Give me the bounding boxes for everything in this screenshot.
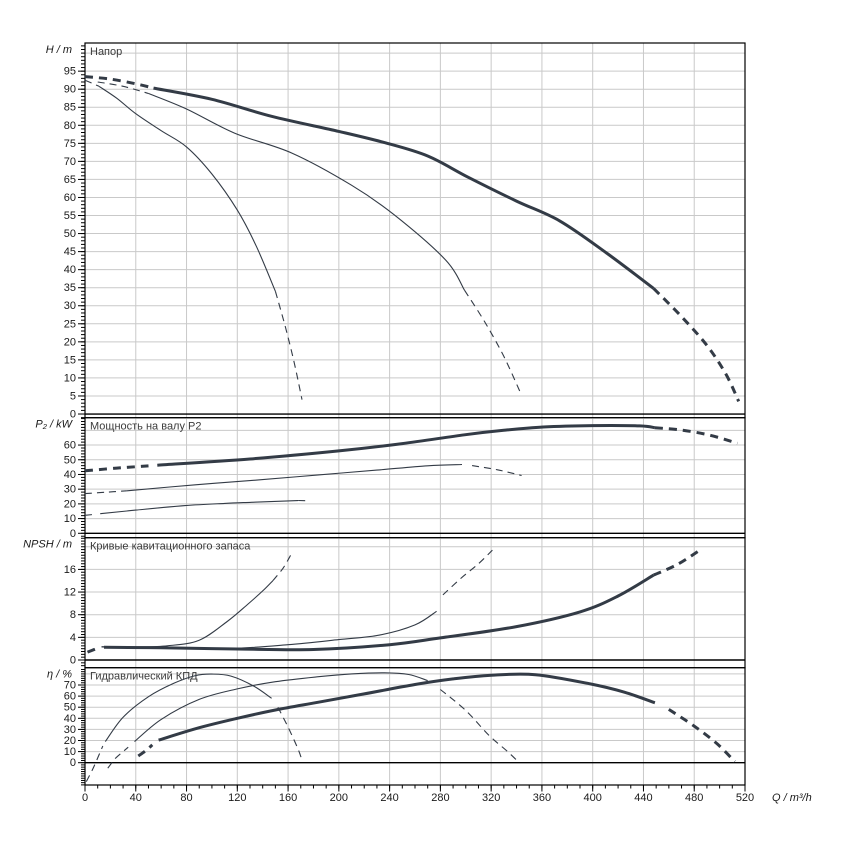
curve-middle-solid	[134, 672, 428, 743]
y-tick-label: 0	[70, 528, 76, 540]
x-tick-label: 40	[130, 792, 142, 804]
y-tick-label: 8	[70, 609, 76, 621]
y-tick-label: 15	[64, 354, 76, 366]
x-tick-label: 320	[482, 792, 500, 804]
curve-large-selected-dashed	[667, 708, 736, 763]
curve-middle-solid	[148, 92, 465, 291]
x-tick-label: 160	[279, 792, 297, 804]
x-tick-label: 400	[584, 792, 602, 804]
curve-small-dashed	[84, 513, 96, 516]
x-tick-label: 200	[330, 792, 348, 804]
curve-large-selected-solid	[157, 424, 656, 467]
curve-middle-dashed	[97, 81, 149, 95]
curve-large-selected-solid	[158, 672, 656, 742]
x-tick-label: 480	[685, 792, 703, 804]
y-tick-label: 25	[64, 318, 76, 330]
y-tick-label: 12	[64, 587, 76, 599]
y-tick-label: 60	[64, 192, 76, 204]
x-tick-label: 240	[380, 792, 398, 804]
y-tick-label: 30	[64, 724, 76, 736]
y-tick-label: 50	[64, 228, 76, 240]
y-tick-label: 10	[64, 513, 76, 525]
y-tick-label: 70	[64, 156, 76, 168]
curve-small-dashed	[277, 706, 303, 761]
panel-title-npsh: Кривые кавитационного запаса	[90, 541, 251, 553]
curve-large-selected-solid	[153, 86, 655, 290]
y-tick-label: 10	[64, 746, 76, 758]
x-tick-label: 0	[82, 792, 88, 804]
x-tick-label: 440	[634, 792, 652, 804]
x-tick-label: 280	[431, 792, 449, 804]
y-tick-label: 85	[64, 102, 76, 114]
x-tick-label: 120	[228, 792, 246, 804]
y-tick-label: 80	[64, 120, 76, 132]
y-tick-label: 35	[64, 282, 76, 294]
y-axis-title-power: P₂ / kW	[35, 419, 73, 431]
curve-small-solid	[104, 673, 272, 742]
curve-middle-solid	[101, 610, 437, 649]
curve-large-selected-dashed	[86, 647, 97, 654]
y-tick-label: 16	[64, 564, 76, 576]
y-tick-label: 60	[64, 440, 76, 452]
x-tick-label: 80	[180, 792, 192, 804]
curve-middle-dashed	[472, 465, 522, 477]
y-tick-label: 0	[70, 654, 76, 666]
y-tick-label: 5	[70, 390, 76, 402]
y-tick-label: 45	[64, 246, 76, 258]
y-tick-label: 40	[64, 469, 76, 481]
curve-middle-dashed	[442, 549, 493, 596]
y-tick-label: 4	[70, 632, 76, 644]
y-tick-label: 0	[70, 757, 76, 769]
y-tick-label: 30	[64, 300, 76, 312]
panel-title-efficiency: Гидравлический КПД	[90, 671, 198, 683]
x-axis-title: Q / m³/h	[772, 792, 812, 804]
y-tick-label: 70	[64, 680, 76, 692]
curve-small-dashed	[85, 745, 104, 782]
y-tick-label: 20	[64, 336, 76, 348]
y-tick-label: 50	[64, 454, 76, 466]
y-tick-label: 20	[64, 498, 76, 510]
curve-small-dashed	[84, 79, 100, 87]
x-tick-label: 520	[736, 792, 754, 804]
y-tick-label: 10	[64, 372, 76, 384]
curve-middle-dashed	[464, 289, 521, 393]
y-axis-title-npsh: NPSH / m	[23, 539, 72, 551]
curve-large-selected-dashed	[654, 426, 738, 445]
y-tick-label: 90	[64, 84, 76, 96]
y-tick-label: 50	[64, 702, 76, 714]
y-axis-title-efficiency: η / %	[47, 669, 72, 681]
y-tick-label: 75	[64, 138, 76, 150]
panel-frame-power	[84, 417, 746, 539]
y-tick-label: 95	[64, 66, 76, 78]
curve-middle-dashed	[107, 746, 129, 769]
curve-small-dashed	[272, 555, 292, 582]
y-tick-label: 20	[64, 735, 76, 747]
curve-large-selected-dashed	[84, 464, 149, 473]
curve-small-solid	[98, 85, 276, 292]
x-tick-label: 360	[533, 792, 551, 804]
y-tick-label: 60	[64, 691, 76, 703]
y-tick-label: 30	[64, 484, 76, 496]
curve-large-selected-solid	[103, 573, 655, 652]
curve-middle-solid	[126, 463, 463, 492]
curve-small-solid	[100, 499, 299, 515]
curve-small-dashed	[274, 291, 303, 400]
y-axis-title-head: H / m	[46, 44, 72, 56]
panel-title-power: Мощность на валу P2	[90, 421, 202, 433]
panel-frame-head	[84, 42, 746, 419]
curve-large-selected-dashed	[137, 743, 154, 758]
curve-middle-dashed	[84, 490, 127, 495]
panel-title-head: Напор	[90, 46, 122, 58]
curve-large-selected-dashed	[84, 75, 154, 90]
curve-large-selected-dashed	[652, 548, 702, 577]
y-tick-label: 55	[64, 210, 76, 222]
curve-middle-dashed	[440, 689, 517, 761]
y-tick-label: 40	[64, 713, 76, 725]
y-tick-label: 65	[64, 174, 76, 186]
y-tick-label: 0	[70, 409, 76, 421]
y-tick-label: 40	[64, 264, 76, 276]
